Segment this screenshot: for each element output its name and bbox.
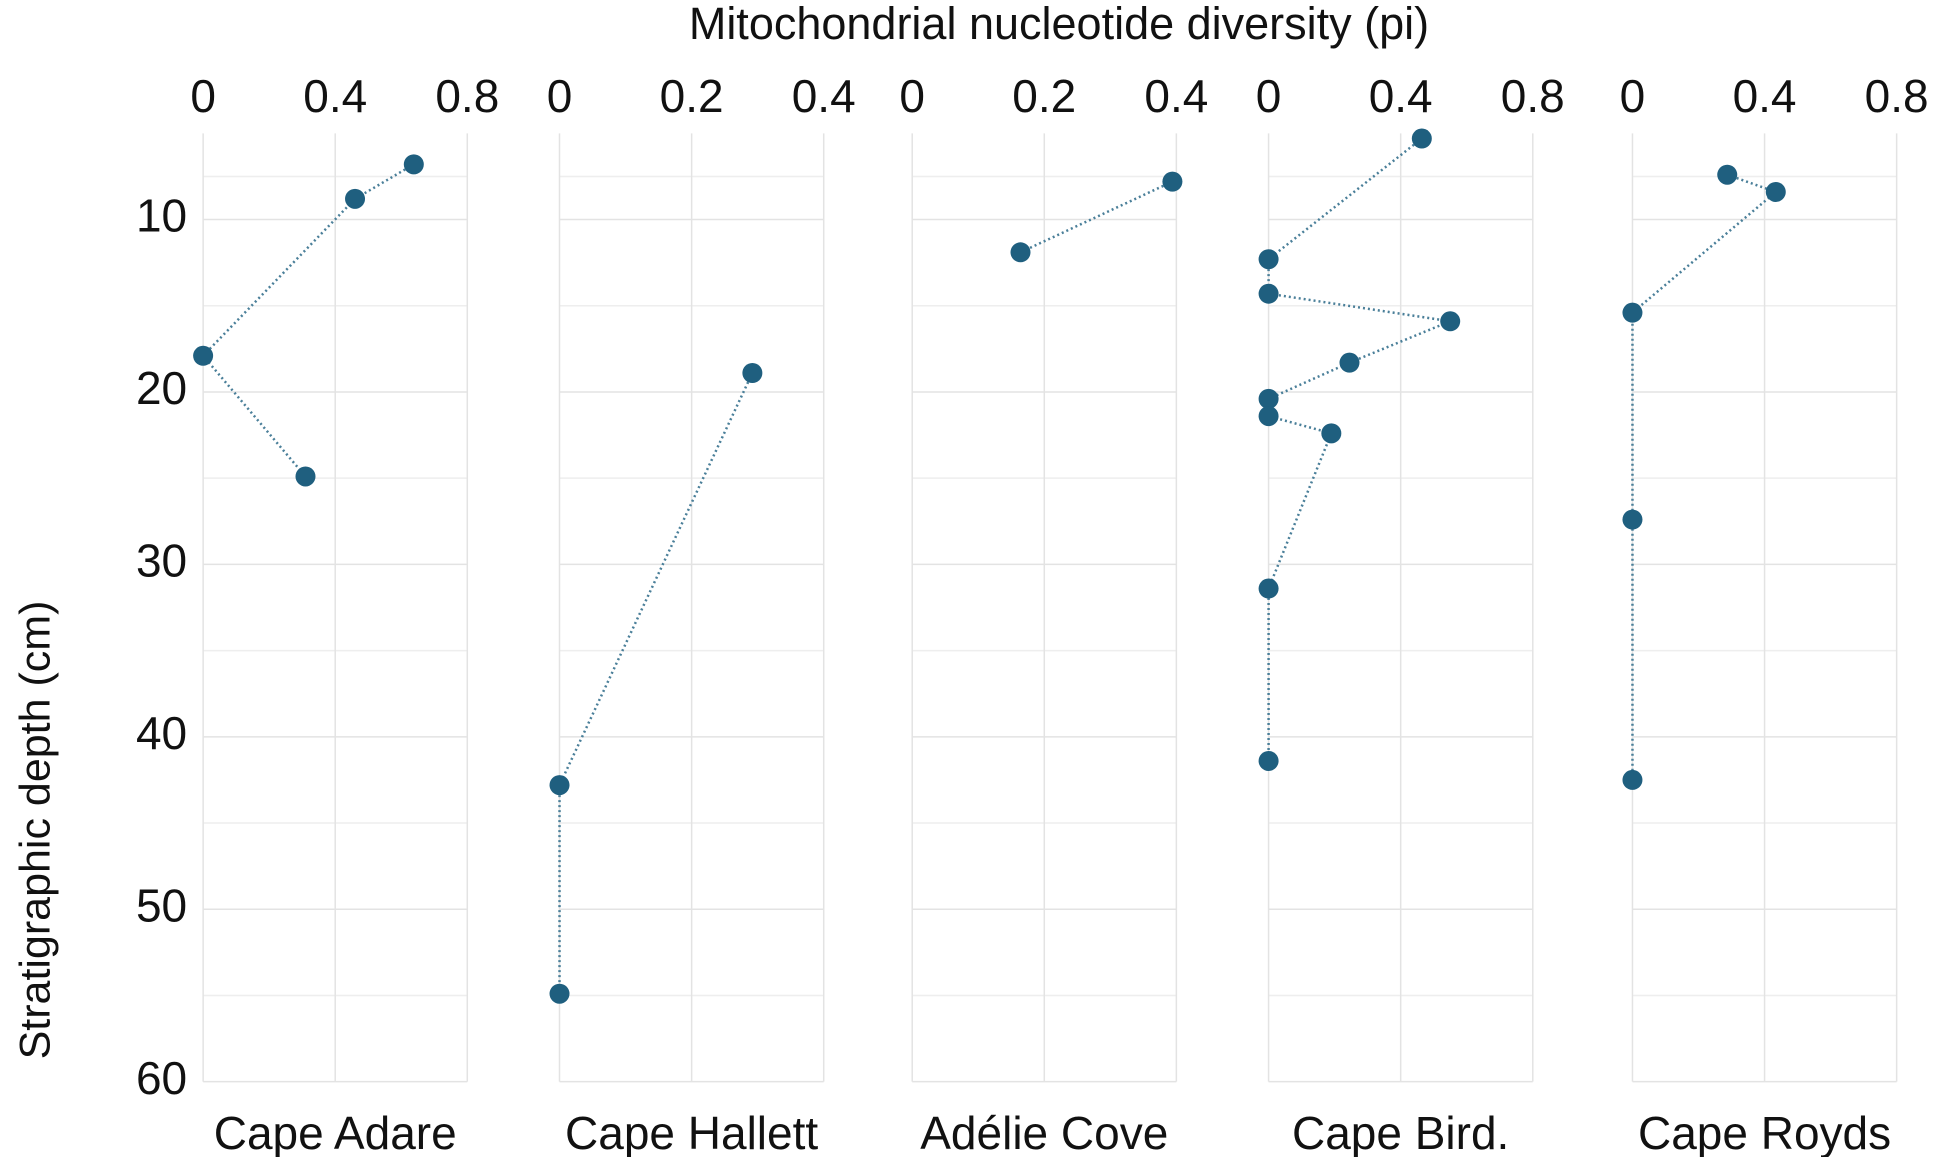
point	[549, 983, 570, 1004]
y-axis-title: Stratigraphic depth (cm)	[11, 601, 59, 1060]
point	[1258, 388, 1279, 409]
point	[1622, 769, 1643, 790]
y-tick-label: 40	[136, 707, 187, 759]
point	[295, 466, 316, 487]
x-tick-label: 0.2	[1012, 70, 1076, 122]
x-tick-label: 0.4	[1369, 70, 1433, 122]
point	[1411, 128, 1432, 149]
point	[549, 775, 570, 796]
x-tick-label: 0	[1256, 70, 1282, 122]
series-line	[201, 163, 415, 478]
point	[1258, 578, 1279, 599]
x-tick-label: 0.8	[1501, 70, 1565, 122]
panel-label: Cape Hallett	[565, 1107, 818, 1157]
x-tick-label: 0.4	[303, 70, 367, 122]
point	[1162, 171, 1183, 192]
series-line	[1019, 180, 1173, 254]
point	[1010, 242, 1031, 263]
point	[1258, 406, 1279, 427]
point	[1321, 423, 1342, 444]
panel-label: Cape Adare	[214, 1107, 457, 1157]
series-line	[1267, 137, 1455, 761]
y-tick-label: 20	[136, 362, 187, 414]
x-tick-label: 0.4	[1733, 70, 1797, 122]
point	[1258, 249, 1279, 270]
x-tick-label: 0.8	[1865, 70, 1929, 122]
point	[742, 363, 763, 384]
y-tick-label: 30	[136, 535, 187, 587]
x-tick-label: 0	[190, 70, 216, 122]
point	[1622, 302, 1643, 323]
panel-label: Cape Bird.	[1292, 1107, 1509, 1157]
point	[345, 188, 366, 209]
y-tick-label: 60	[136, 1052, 187, 1104]
x-tick-label: 0.4	[1144, 70, 1208, 122]
x-tick-label: 0	[547, 70, 573, 122]
point	[193, 345, 214, 366]
x-tick-label: 0	[1620, 70, 1646, 122]
x-tick-label: 0.2	[660, 70, 724, 122]
series-line	[558, 372, 754, 994]
point	[1440, 311, 1461, 332]
point	[1258, 283, 1279, 304]
point	[403, 154, 424, 175]
x-tick-label: 0.4	[792, 70, 856, 122]
series-line	[1631, 173, 1779, 780]
y-tick-label: 50	[136, 879, 187, 931]
point	[1717, 164, 1738, 185]
x-tick-label: 0	[899, 70, 925, 122]
point	[1258, 750, 1279, 771]
point	[1622, 509, 1643, 530]
x-axis-title: Mitochondrial nucleotide diversity (pi)	[689, 0, 1429, 49]
point	[1339, 352, 1360, 373]
x-tick-label: 0.8	[435, 70, 499, 122]
panel-label: Adélie Cove	[920, 1107, 1168, 1157]
point	[1765, 181, 1786, 202]
panel-label: Cape Royds	[1638, 1107, 1891, 1157]
y-tick-label: 10	[136, 190, 187, 242]
